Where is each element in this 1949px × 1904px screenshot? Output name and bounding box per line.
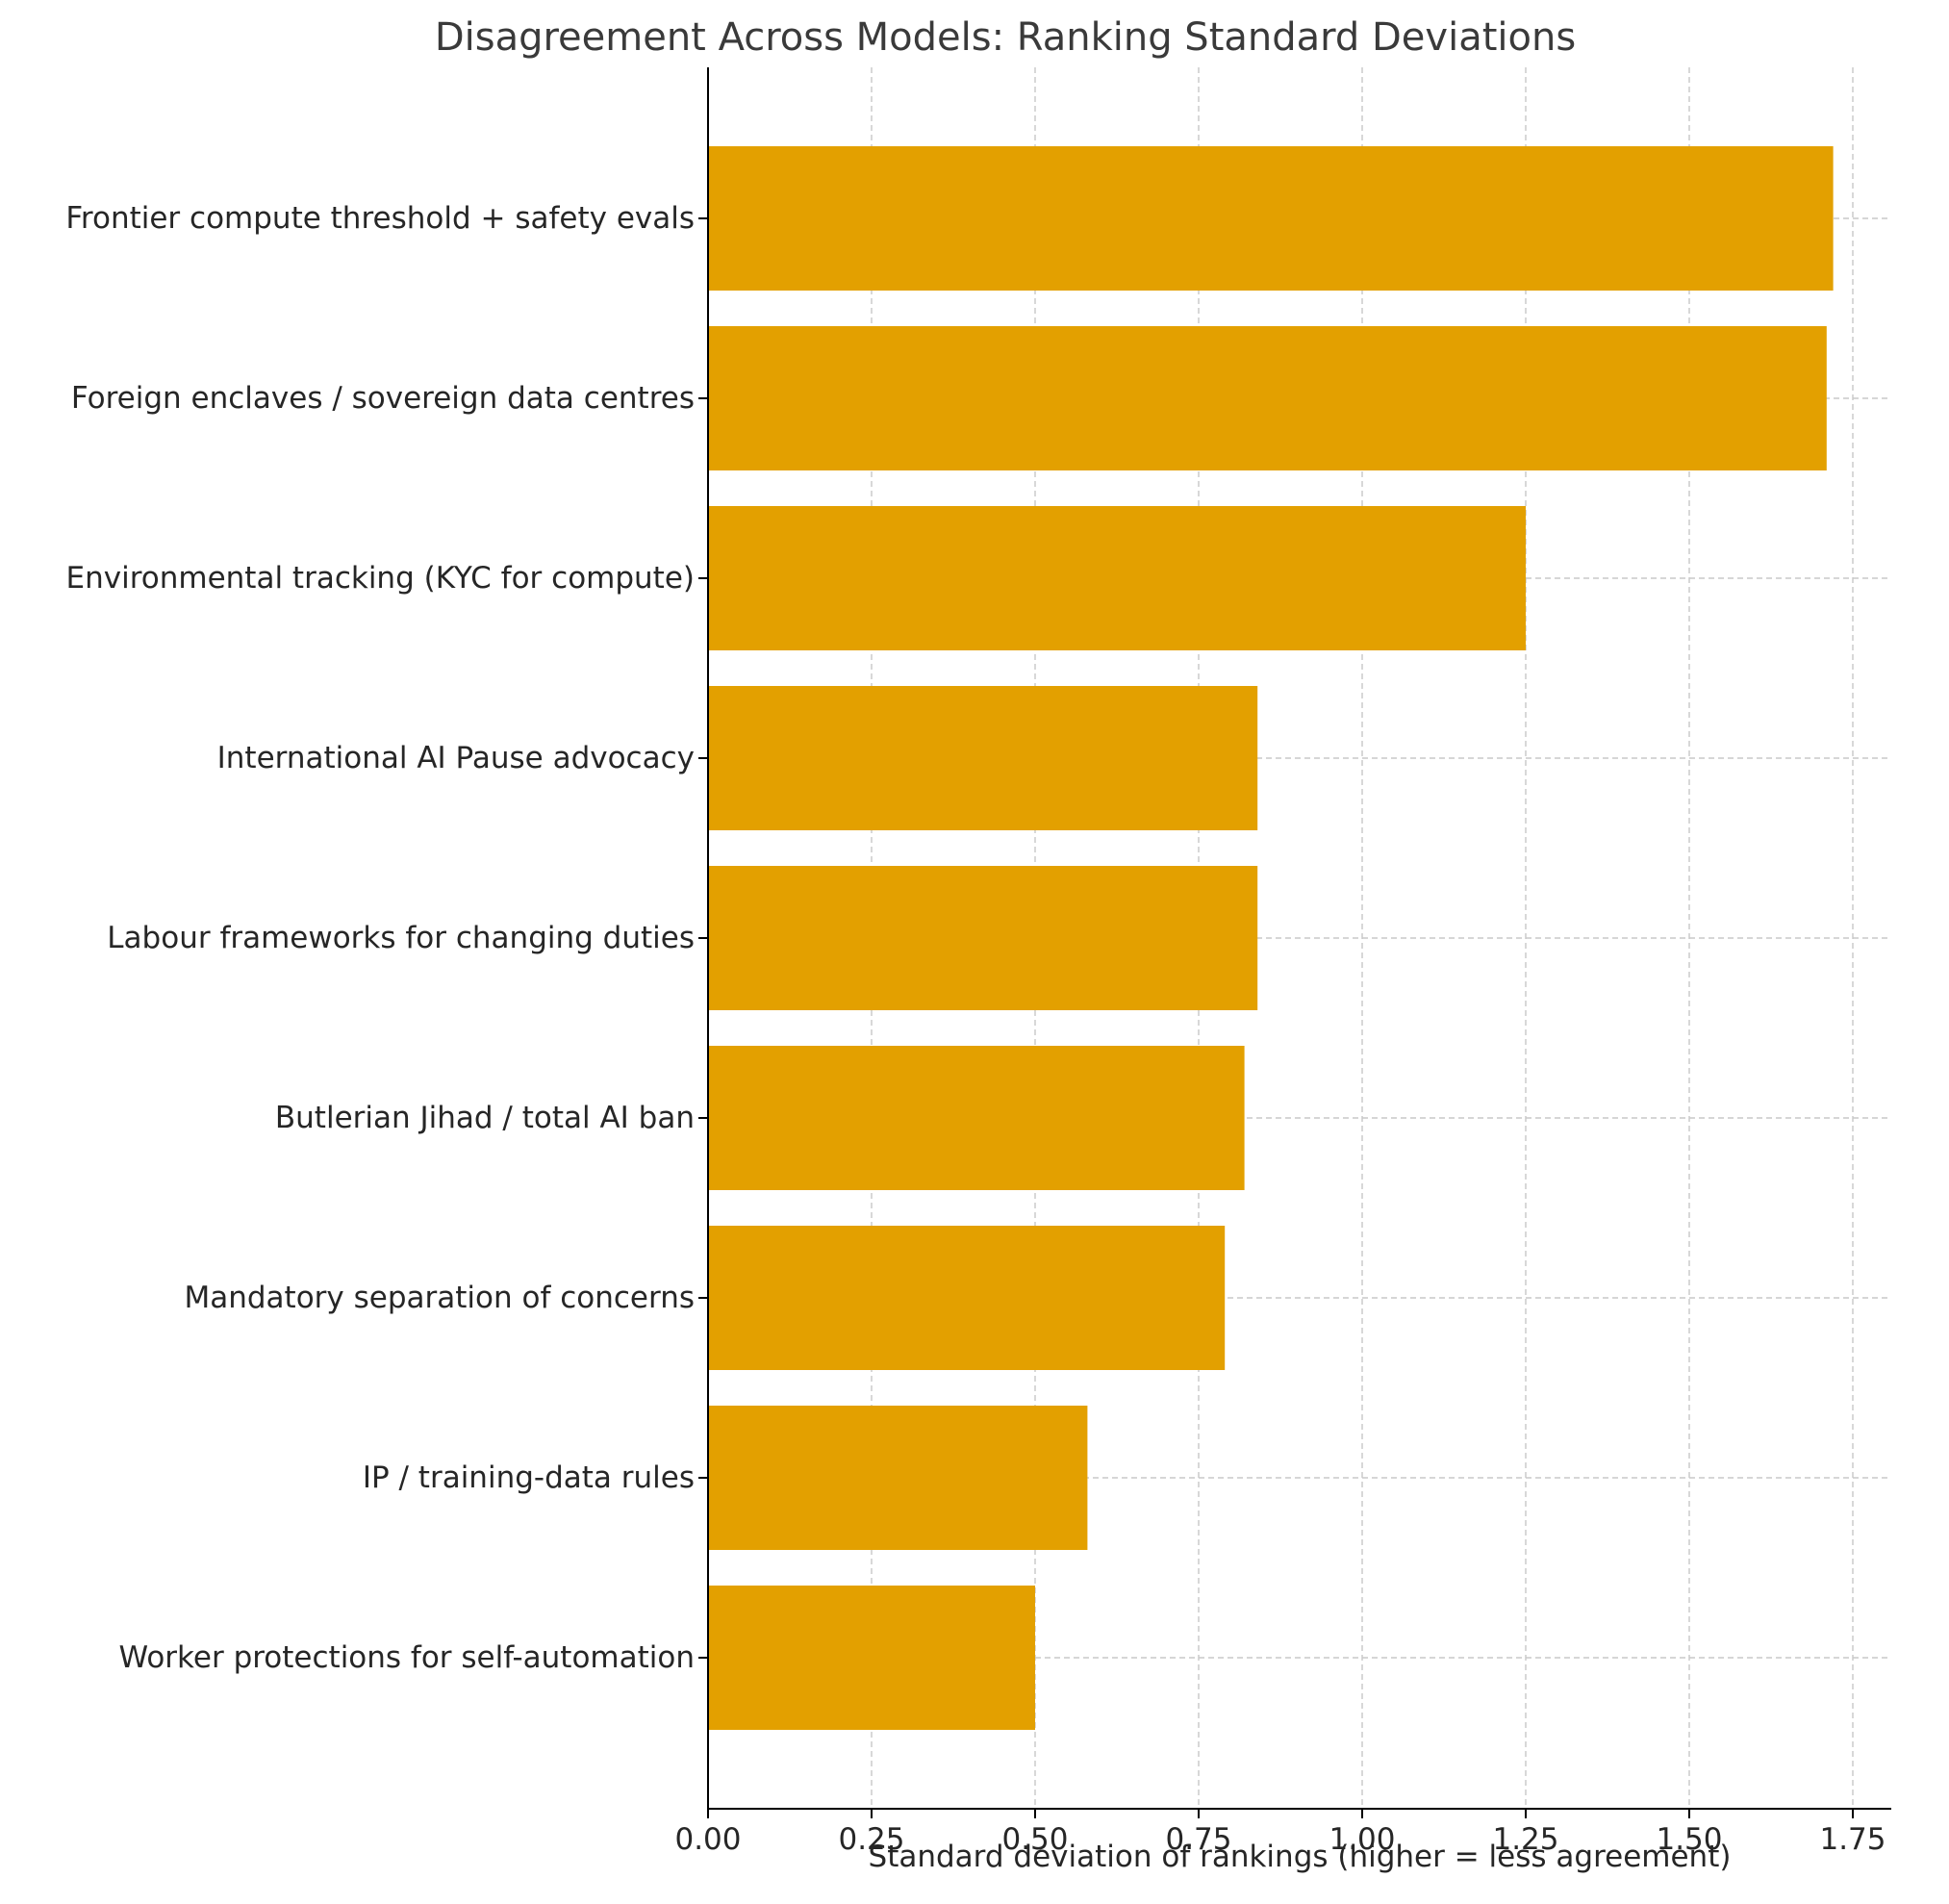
bar — [708, 686, 1258, 830]
x-tick-label: 0.50 — [1001, 1822, 1068, 1857]
category-label: Worker protections for self-automation — [119, 1640, 696, 1675]
x-tick-label: 0.75 — [1165, 1822, 1231, 1857]
x-tick-label: 1.50 — [1656, 1822, 1722, 1857]
x-axis-title: Standard deviation of rankings (higher =… — [869, 1840, 1732, 1874]
bar — [708, 1226, 1226, 1370]
x-tick-label: 0.00 — [674, 1822, 741, 1857]
bar — [708, 326, 1827, 470]
category-label: Mandatory separation of concerns — [184, 1281, 695, 1315]
x-tick-label: 1.25 — [1492, 1822, 1558, 1857]
bar — [708, 146, 1834, 291]
x-tick-label: 1.00 — [1329, 1822, 1395, 1857]
category-label: IP / training-data rules — [363, 1460, 695, 1495]
chart-title: Disagreement Across Models: Ranking Stan… — [435, 15, 1576, 60]
category-label: International AI Pause advocacy — [217, 741, 695, 775]
category-label: Frontier compute threshold + safety eval… — [65, 201, 695, 236]
bar — [708, 506, 1526, 650]
bar — [708, 1586, 1035, 1730]
category-label: Environmental tracking (KYC for compute) — [66, 561, 695, 596]
x-ticks: 0.00 0.25 0.50 0.75 1.00 1.25 1.50 1.75 — [674, 1809, 1886, 1857]
category-label: Butlerian Jihad / total AI ban — [275, 1101, 695, 1135]
category-labels: Frontier compute threshold + safety eval… — [65, 201, 708, 1675]
x-tick-label: 0.25 — [838, 1822, 904, 1857]
x-tick-label: 1.75 — [1819, 1822, 1886, 1857]
bar — [708, 1406, 1088, 1550]
category-label: Labour frameworks for changing duties — [107, 921, 695, 955]
bar — [708, 866, 1258, 1010]
bars — [708, 146, 1834, 1730]
bar — [708, 1046, 1245, 1190]
category-label: Foreign enclaves / sovereign data centre… — [71, 381, 695, 416]
